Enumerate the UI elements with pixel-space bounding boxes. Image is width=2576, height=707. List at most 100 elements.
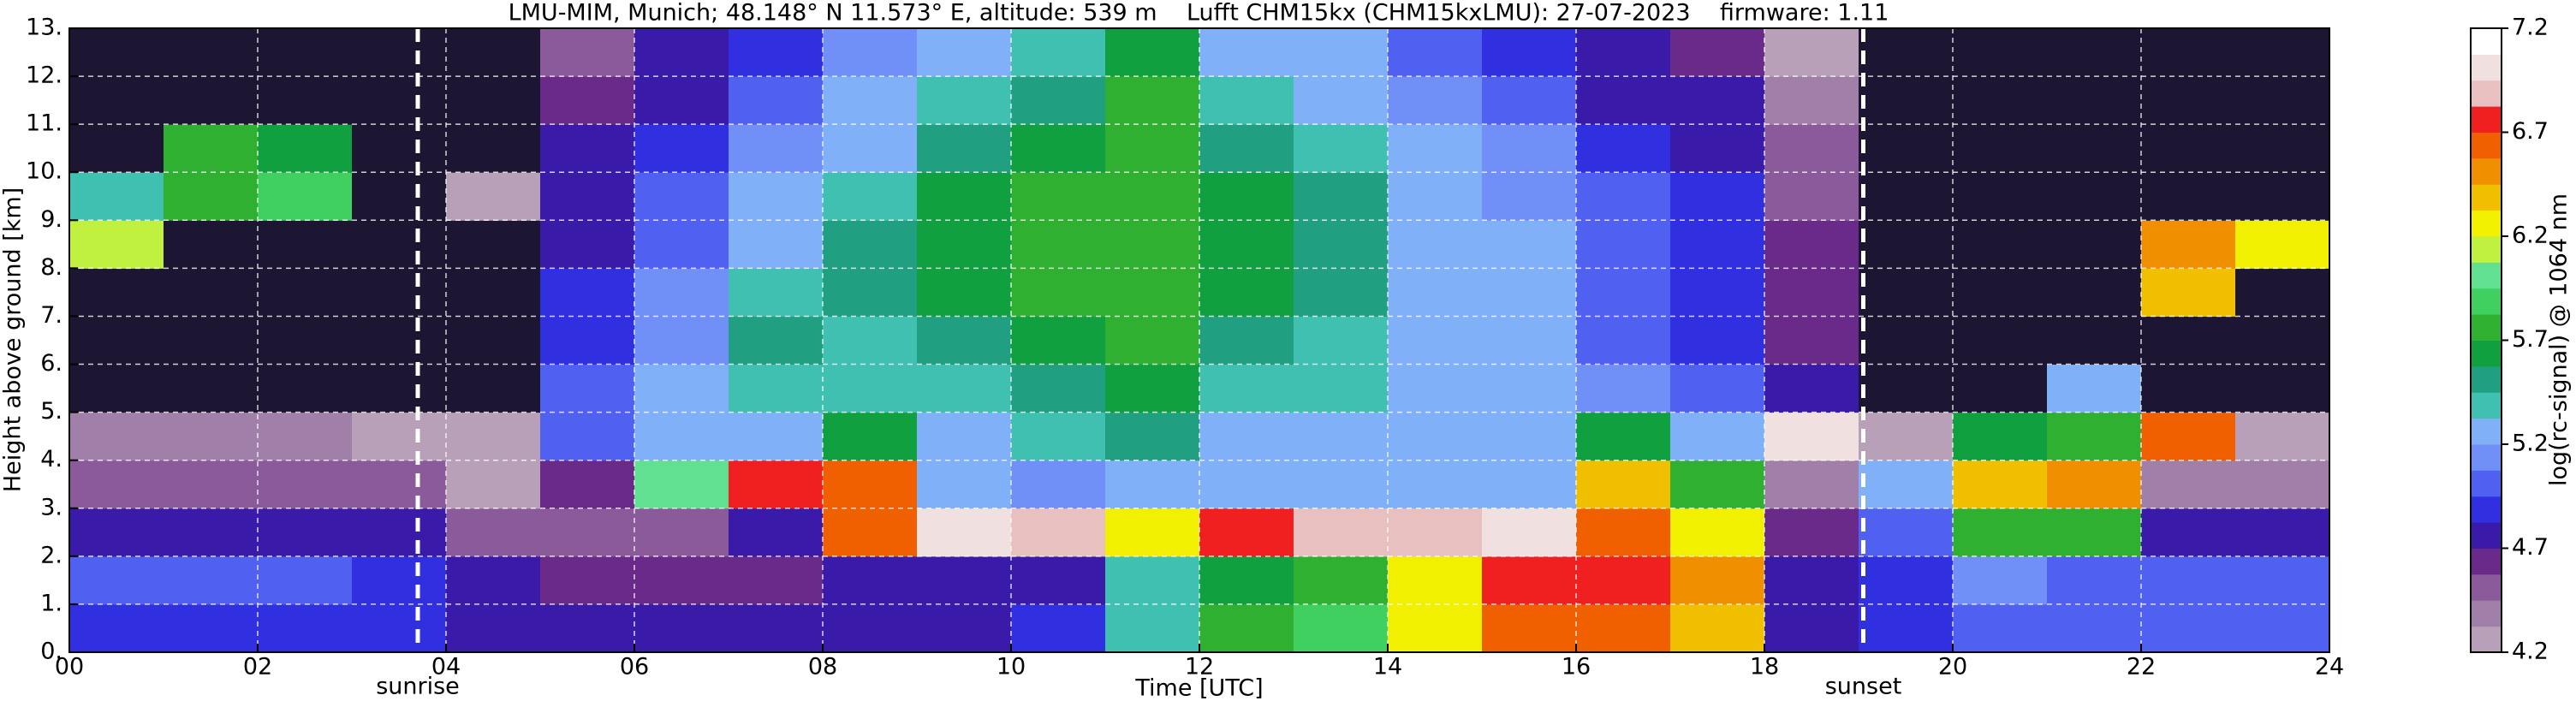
colorbar-tick-label: 5.2 [2512,431,2549,457]
heatmap-cell [164,556,259,605]
colorbar-swatch [2471,365,2502,393]
heatmap-cell [352,76,447,125]
colorbar-swatch [2471,340,2502,367]
heatmap-cell [1105,364,1200,413]
heatmap-cell [1670,508,1765,557]
y-tick-label: 2. [40,542,62,568]
heatmap-cell [1576,460,1671,509]
heatmap-cell [1764,412,1859,461]
heatmap-cell [1011,460,1106,509]
heatmap-cell [634,508,729,557]
colorbar-swatch [2471,28,2502,55]
heatmap-cell [1764,603,1859,653]
heatmap-cell [446,364,541,413]
heatmap-cell [1482,412,1577,461]
colorbar-swatch [2471,626,2502,653]
heatmap-cell [164,220,259,269]
heatmap-cell [823,76,918,125]
heatmap-cell [1199,460,1294,509]
heatmap-cell [1859,364,1954,413]
heatmap-cell [258,556,353,605]
heatmap-cell [540,172,635,221]
heatmap-cell [352,364,447,413]
heatmap-cell [1670,460,1765,509]
heatmap-cell [1388,268,1483,317]
heatmap-cell [352,124,447,173]
heatmap-cell [1670,316,1765,365]
heatmap-cell [1105,603,1200,653]
heatmap-cell [729,172,824,221]
heatmap-cell [69,124,164,173]
y-tick-label: 7. [40,302,62,329]
heatmap-cell [1294,28,1389,77]
heatmap-cell [1482,220,1577,269]
heatmap-cell [634,268,729,317]
heatmap-cell [258,268,353,317]
heatmap-cell [823,364,918,413]
heatmap-cell [1859,412,1954,461]
heatmap-cell [352,316,447,365]
heatmap-cell [1576,412,1671,461]
heatmap-cell [1199,172,1294,221]
colorbar-swatch [2471,210,2502,237]
colorbar-tick-label: 4.7 [2512,534,2549,561]
heatmap-cell [540,508,635,557]
heatmap-cell [1011,364,1106,413]
heatmap-cell [2047,124,2142,173]
heatmap-cell [1388,316,1483,365]
colorbar-swatch [2471,157,2502,185]
heatmap-cell [1953,556,2048,605]
x-tick-label: 16 [1562,654,1591,680]
heatmap-cell [258,364,353,413]
heatmap-cell [446,460,541,509]
heatmap-cell [1482,460,1577,509]
heatmap-cell [1670,603,1765,653]
heatmap-cell [164,316,259,365]
heatmap-cell [540,76,635,125]
heatmap-cell [164,364,259,413]
heatmap-cell [446,316,541,365]
heatmap-cell [1576,28,1671,77]
heatmap-cell [1670,220,1765,269]
heatmap-cell [917,316,1012,365]
heatmap-cell [1859,460,1954,509]
heatmap-cell [352,28,447,77]
heatmap-cell [1576,76,1671,125]
heatmap-cell [634,412,729,461]
heatmap-cell [1199,412,1294,461]
heatmap-cell [1011,412,1106,461]
annotation-label: sunset [1825,674,1902,700]
colorbar-swatch [2471,522,2502,549]
heatmap-cell [1199,28,1294,77]
heatmap-cell [729,316,824,365]
heatmap-cell [1105,508,1200,557]
heatmap-cell [352,220,447,269]
heatmap-cell [69,556,164,605]
heatmap-cell [1953,412,2048,461]
heatmap-cell [2141,220,2236,269]
x-axis-label: Time [UTC] [1134,675,1263,702]
heatmap-cell [729,603,824,653]
y-tick-label: 9. [40,206,62,233]
heatmap-cell [1482,124,1577,173]
heatmap-cell [352,460,447,509]
heatmap-cell [446,603,541,653]
heatmap-cell [446,412,541,461]
colorbar-swatch [2471,54,2502,81]
colorbar-swatch [2471,262,2502,289]
heatmap-cell [1294,460,1389,509]
heatmap-cell [1953,508,2048,557]
colorbar-swatch [2471,288,2502,315]
heatmap-cell [1953,316,2048,365]
heatmap-cell [1764,316,1859,365]
heatmap-cell [164,124,259,173]
heatmap-cell [2047,508,2142,557]
heatmap-cell [1859,316,1954,365]
heatmap-cell [2047,220,2142,269]
heatmap-cell [258,124,353,173]
heatmap-cell [2047,268,2142,317]
heatmap-cell [1953,268,2048,317]
heatmap-cell [1199,556,1294,605]
heatmap-cell [2235,172,2330,221]
heatmap-cell [2235,364,2330,413]
